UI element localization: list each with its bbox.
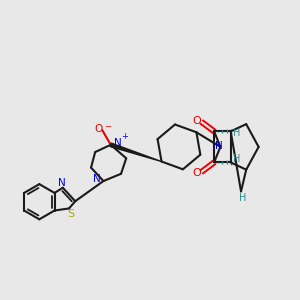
Text: +: + — [121, 132, 128, 141]
Text: −: − — [104, 122, 111, 131]
Text: N: N — [93, 174, 101, 184]
Text: N: N — [215, 141, 223, 151]
Text: N: N — [114, 138, 122, 148]
Text: H: H — [233, 154, 241, 164]
Polygon shape — [110, 143, 161, 161]
Text: O: O — [192, 168, 201, 178]
Text: N: N — [58, 178, 66, 188]
Text: O: O — [192, 116, 201, 126]
Text: O: O — [94, 124, 102, 134]
Text: H: H — [233, 128, 241, 138]
Text: H: H — [239, 193, 247, 202]
Text: S: S — [68, 208, 75, 219]
